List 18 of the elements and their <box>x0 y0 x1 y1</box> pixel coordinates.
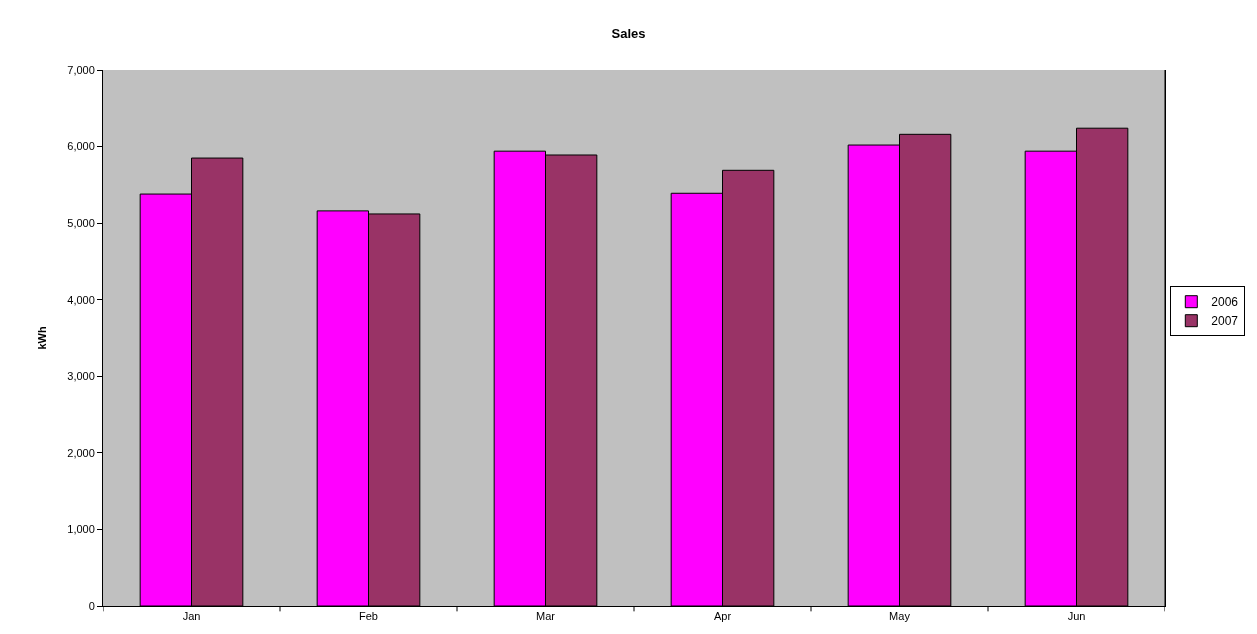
x-tick-label: Mar <box>536 610 556 623</box>
y-tick-label: 6,000 <box>67 140 95 153</box>
x-tick-label: Jan <box>182 610 201 623</box>
y-tick-label: 2,000 <box>67 446 95 459</box>
y-tick-label: 4,000 <box>67 293 95 306</box>
x-tick-label: Apr <box>713 610 732 623</box>
y-tick-label: 7,000 <box>67 63 95 76</box>
chart-title: Sales <box>611 25 646 41</box>
y-axis-title: kWh <box>35 326 48 350</box>
y-tick-label: 5,000 <box>67 216 95 229</box>
legend-label: 2006 <box>1211 295 1239 310</box>
x-tick-label: May <box>889 610 911 623</box>
y-tick-label: 0 <box>88 599 95 612</box>
legend-label: 2007 <box>1211 314 1239 329</box>
x-tick-label: Jun <box>1067 610 1086 623</box>
x-tick-label: Feb <box>359 610 378 623</box>
y-tick-label: 1,000 <box>67 523 95 536</box>
y-tick-label: 3,000 <box>67 370 95 383</box>
